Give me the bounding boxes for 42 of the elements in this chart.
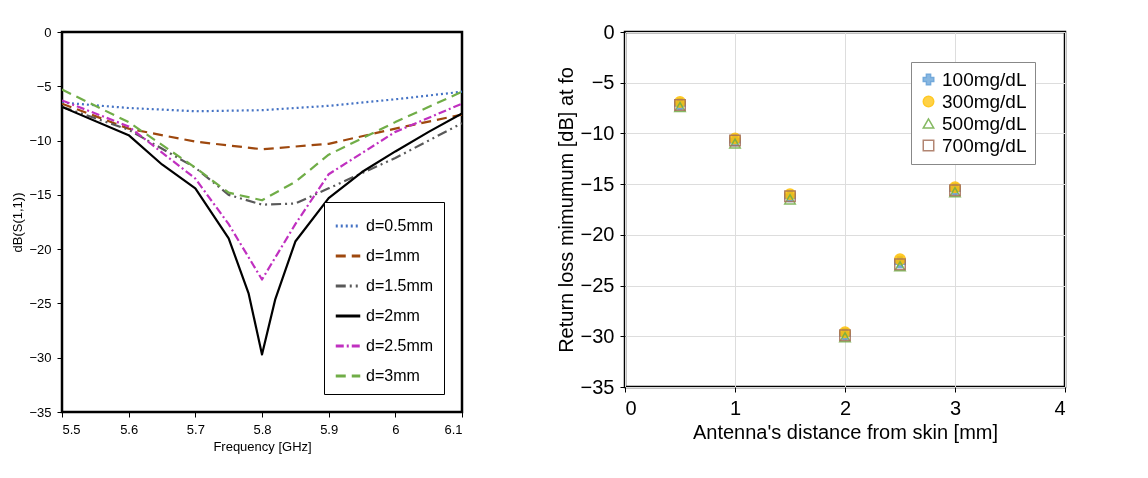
y-tick-label: 0 (603, 20, 615, 43)
y-tick-label: −5 (36, 78, 52, 94)
x-tick-label: 1 (729, 396, 742, 419)
x-tick-label: 5.7 (186, 421, 205, 437)
x-tick-label: 0 (625, 396, 637, 419)
y-axis-title: Return loss mimumum [dB] at fo (554, 67, 577, 353)
y-tick-label: −10 (580, 121, 615, 144)
x-tick-label: 3 (949, 396, 962, 419)
x-tick-label: 6.1 (444, 421, 463, 437)
y-tick-label: −15 (29, 187, 52, 203)
x-tick-label: 5.9 (320, 421, 339, 437)
x-axis-title: Antenna's distance from skin [mm] (692, 420, 999, 443)
legend-label: d=2.5mm (366, 337, 434, 354)
y-tick-label: −20 (580, 223, 615, 246)
y-tick-label: −10 (29, 133, 52, 149)
y-tick-label: −25 (580, 274, 615, 297)
legend-label: d=2mm (366, 307, 420, 324)
y-tick-label: −25 (29, 295, 52, 311)
legend-label: 300mg/dL (942, 90, 1027, 112)
legend-label: d=3mm (366, 367, 420, 384)
legend-label: 100mg/dL (942, 68, 1027, 90)
x-tick-label: 6 (392, 421, 400, 437)
legend-label: d=1.5mm (366, 277, 434, 294)
y-tick-label: −20 (29, 241, 52, 257)
x-tick-label: 5.5 (62, 421, 81, 437)
y-tick-label: −35 (580, 375, 615, 398)
y-tick-label: −5 (591, 71, 615, 94)
x-tick-label: 5.8 (253, 421, 272, 437)
y-tick-label: −35 (29, 404, 52, 420)
x-tick-label: 4 (1054, 396, 1066, 419)
x-tick-label: 5.6 (120, 421, 139, 437)
legend-label: d=0.5mm (366, 217, 434, 234)
legend-label: 500mg/dL (942, 112, 1027, 134)
y-tick-label: −30 (29, 350, 52, 366)
y-tick-label: 0 (44, 24, 52, 40)
x-axis-title: Frequency [GHz] (213, 438, 312, 454)
y-tick-label: −30 (580, 324, 615, 347)
y-tick-label: −15 (580, 172, 615, 195)
x-tick-label: 2 (839, 396, 852, 419)
legend-label: 700mg/dL (942, 134, 1027, 156)
legend-label: d=1mm (366, 247, 420, 264)
y-axis-title: dB(S(1,1)) (10, 192, 26, 253)
